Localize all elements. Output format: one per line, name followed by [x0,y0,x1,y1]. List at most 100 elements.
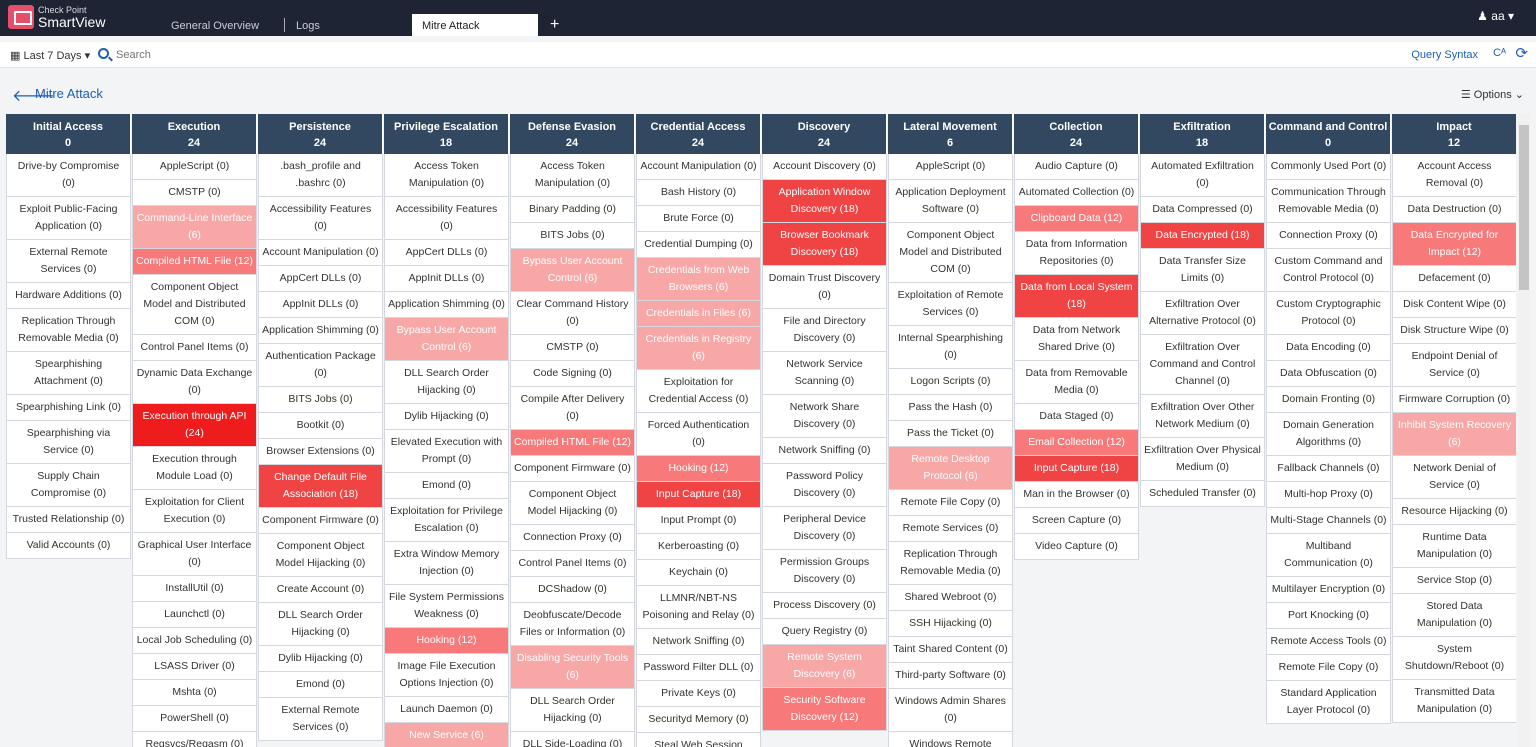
technique-cell[interactable]: Compiled HTML File (12) [510,430,635,456]
technique-cell[interactable]: Spearphishing via Service (0) [6,421,131,464]
technique-cell[interactable]: Input Capture (18) [1014,456,1139,482]
technique-cell[interactable]: Trusted Relationship (0) [6,507,131,533]
technique-cell[interactable]: Multilayer Encryption (0) [1266,577,1391,603]
technique-cell[interactable]: Regsvcs/Regasm (0) [132,732,257,747]
technique-cell[interactable]: Exploitation for Credential Access (0) [636,370,761,413]
technique-cell[interactable]: Exploit Public-Facing Application (0) [6,197,131,240]
technique-cell[interactable]: Password Policy Discovery (0) [762,464,887,507]
technique-cell[interactable]: Data Destruction (0) [1392,197,1516,223]
technique-cell[interactable]: Dylib Hijacking (0) [384,404,509,430]
technique-cell[interactable]: AppInit DLLs (0) [384,266,509,292]
tactic-header[interactable]: Command and Control 0 [1266,114,1391,154]
add-tab-button[interactable]: + [550,16,560,33]
technique-cell[interactable]: Emond (0) [258,672,383,698]
technique-cell[interactable]: Exfiltration Over Other Network Medium (… [1140,395,1265,438]
technique-cell[interactable]: Control Panel Items (0) [132,335,257,361]
technique-cell[interactable]: Network Share Discovery (0) [762,395,887,438]
technique-cell[interactable]: Network Sniffing (0) [636,629,761,655]
technique-cell[interactable]: .bash_profile and .bashrc (0) [258,154,383,197]
technique-cell[interactable]: Exploitation of Remote Services (0) [888,283,1013,326]
technique-cell[interactable]: Hooking (12) [636,456,761,482]
technique-cell[interactable]: Custom Cryptographic Protocol (0) [1266,292,1391,335]
technique-cell[interactable]: Bypass User Account Control (6) [510,249,635,292]
technique-cell[interactable]: Disabling Security Tools (6) [510,646,635,689]
technique-cell[interactable]: Dylib Hijacking (0) [258,646,383,672]
technique-cell[interactable]: Shared Webroot (0) [888,585,1013,611]
technique-cell[interactable]: Automated Collection (0) [1014,180,1139,206]
technique-cell[interactable]: Elevated Execution with Prompt (0) [384,430,509,473]
technique-cell[interactable]: LLMNR/NBT-NS Poisoning and Relay (0) [636,586,761,629]
technique-cell[interactable]: Automated Exfiltration (0) [1140,154,1265,197]
technique-cell[interactable]: Remote Access Tools (0) [1266,629,1391,655]
technique-cell[interactable]: Control Panel Items (0) [510,551,635,577]
technique-cell[interactable]: Steal Web Session Cookie (0) [636,733,761,747]
technique-cell[interactable]: Exploitation for Client Execution (0) [132,490,257,533]
technique-cell[interactable]: Man in the Browser (0) [1014,482,1139,508]
technique-cell[interactable]: Data from Network Shared Drive (0) [1014,318,1139,361]
technique-cell[interactable]: Peripheral Device Discovery (0) [762,507,887,550]
technique-cell[interactable]: PowerShell (0) [132,706,257,732]
options-menu[interactable]: ☰ Options ⌄ [1461,88,1524,101]
technique-cell[interactable]: Email Collection (12) [1014,430,1139,456]
technique-cell[interactable]: DCShadow (0) [510,577,635,603]
technique-cell[interactable]: Execution through API (24) [132,404,257,447]
technique-cell[interactable]: Replication Through Removable Media (0) [6,309,131,352]
technique-cell[interactable]: Service Stop (0) [1392,568,1516,594]
technique-cell[interactable]: Third-party Software (0) [888,663,1013,689]
technique-cell[interactable]: Deobfuscate/Decode Files or Information … [510,603,635,646]
technique-cell[interactable]: Account Manipulation (0) [636,154,761,180]
technique-cell[interactable]: Disk Content Wipe (0) [1392,292,1516,318]
technique-cell[interactable]: Application Deployment Software (0) [888,180,1013,223]
technique-cell[interactable]: Drive-by Compromise (0) [6,154,131,197]
technique-cell[interactable]: Component Firmware (0) [510,456,635,482]
technique-cell[interactable]: Communication Through Removable Media (0… [1266,180,1391,223]
time-filter-dropdown[interactable]: ▦ Last 7 Days ▾ [10,49,90,62]
technique-cell[interactable]: Bash History (0) [636,180,761,206]
technique-cell[interactable]: Application Shimming (0) [384,292,509,318]
technique-cell[interactable]: Exploitation for Privilege Escalation (0… [384,499,509,542]
technique-cell[interactable]: Accessibility Features (0) [384,197,509,240]
technique-cell[interactable]: Exfiltration Over Alternative Protocol (… [1140,292,1265,335]
technique-cell[interactable]: Kerberoasting (0) [636,534,761,560]
technique-cell[interactable]: Connection Proxy (0) [510,525,635,551]
user-menu[interactable]: ♟ aa ▾ [1477,9,1514,23]
technique-cell[interactable]: Screen Capture (0) [1014,508,1139,534]
tactic-header[interactable]: Initial Access 0 [6,114,131,154]
technique-cell[interactable]: New Service (6) [384,723,509,747]
tactic-header[interactable]: Credential Access 24 [636,114,761,154]
technique-cell[interactable]: Spearphishing Attachment (0) [6,352,131,395]
tactic-header[interactable]: Impact 12 [1392,114,1516,154]
technique-cell[interactable]: File and Directory Discovery (0) [762,309,887,352]
technique-cell[interactable]: Browser Bookmark Discovery (18) [762,223,887,266]
technique-cell[interactable]: Forced Authentication (0) [636,413,761,456]
technique-cell[interactable]: Remote File Copy (0) [888,490,1013,516]
technique-cell[interactable]: Exfiltration Over Command and Control Ch… [1140,335,1265,395]
technique-cell[interactable]: Compiled HTML File (12) [132,249,257,275]
technique-cell[interactable]: Taint Shared Content (0) [888,637,1013,663]
technique-cell[interactable]: Permission Groups Discovery (0) [762,550,887,593]
tactic-header[interactable]: Defense Evasion 24 [510,114,635,154]
technique-cell[interactable]: Data Obfuscation (0) [1266,361,1391,387]
technique-cell[interactable]: Emond (0) [384,473,509,499]
tactic-header[interactable]: Lateral Movement 6 [888,114,1013,154]
technique-cell[interactable]: Dynamic Data Exchange (0) [132,361,257,404]
technique-cell[interactable]: Hooking (12) [384,628,509,654]
technique-cell[interactable]: DLL Side-Loading (0) [510,732,635,747]
technique-cell[interactable]: Hardware Additions (0) [6,283,131,309]
technique-cell[interactable]: Mshta (0) [132,680,257,706]
technique-cell[interactable]: Local Job Scheduling (0) [132,628,257,654]
tactic-header[interactable]: Execution 24 [132,114,257,154]
back-arrow-icon[interactable]: 🡐 [12,88,55,105]
technique-cell[interactable]: Access Token Manipulation (0) [510,154,635,197]
technique-cell[interactable]: Access Token Manipulation (0) [384,154,509,197]
technique-cell[interactable]: Remote System Discovery (6) [762,645,887,688]
technique-cell[interactable]: Data from Information Repositories (0) [1014,232,1139,275]
technique-cell[interactable]: Windows Remote Management (0) [888,732,1013,747]
technique-cell[interactable]: Process Discovery (0) [762,593,887,619]
technique-cell[interactable]: Private Keys (0) [636,681,761,707]
technique-cell[interactable]: Domain Fronting (0) [1266,387,1391,413]
technique-cell[interactable]: Network Sniffing (0) [762,438,887,464]
technique-cell[interactable]: Disk Structure Wipe (0) [1392,318,1516,344]
technique-cell[interactable]: Spearphishing Link (0) [6,395,131,421]
technique-cell[interactable]: Stored Data Manipulation (0) [1392,594,1516,637]
